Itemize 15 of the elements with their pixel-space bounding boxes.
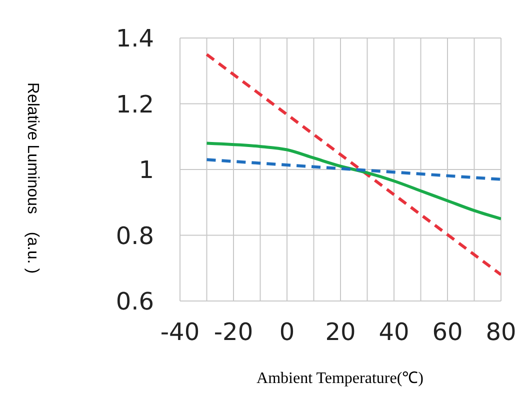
- x-axis-title: Ambient Temperature(℃): [256, 370, 424, 387]
- x-tick-label: 20: [325, 318, 356, 346]
- y-tick-label: 0.8: [116, 222, 154, 250]
- x-tick-label: 40: [378, 318, 410, 346]
- y-tick-label: 0.6: [116, 288, 154, 316]
- x-tick-label: 0: [279, 318, 295, 346]
- x-tick-label: 60: [432, 318, 463, 346]
- line-series: [205, 142, 501, 220]
- y-tick-label: 1.4: [116, 24, 154, 53]
- y-tick-label: 1: [138, 156, 154, 184]
- x-tick-label: 80: [486, 318, 516, 346]
- x-tick-label: -40: [160, 318, 200, 346]
- y-axis-title: Relative Luminous (a.u. ): [24, 82, 41, 274]
- x-tick-label: -20: [214, 318, 254, 346]
- y-tick-label: 1.2: [116, 90, 154, 118]
